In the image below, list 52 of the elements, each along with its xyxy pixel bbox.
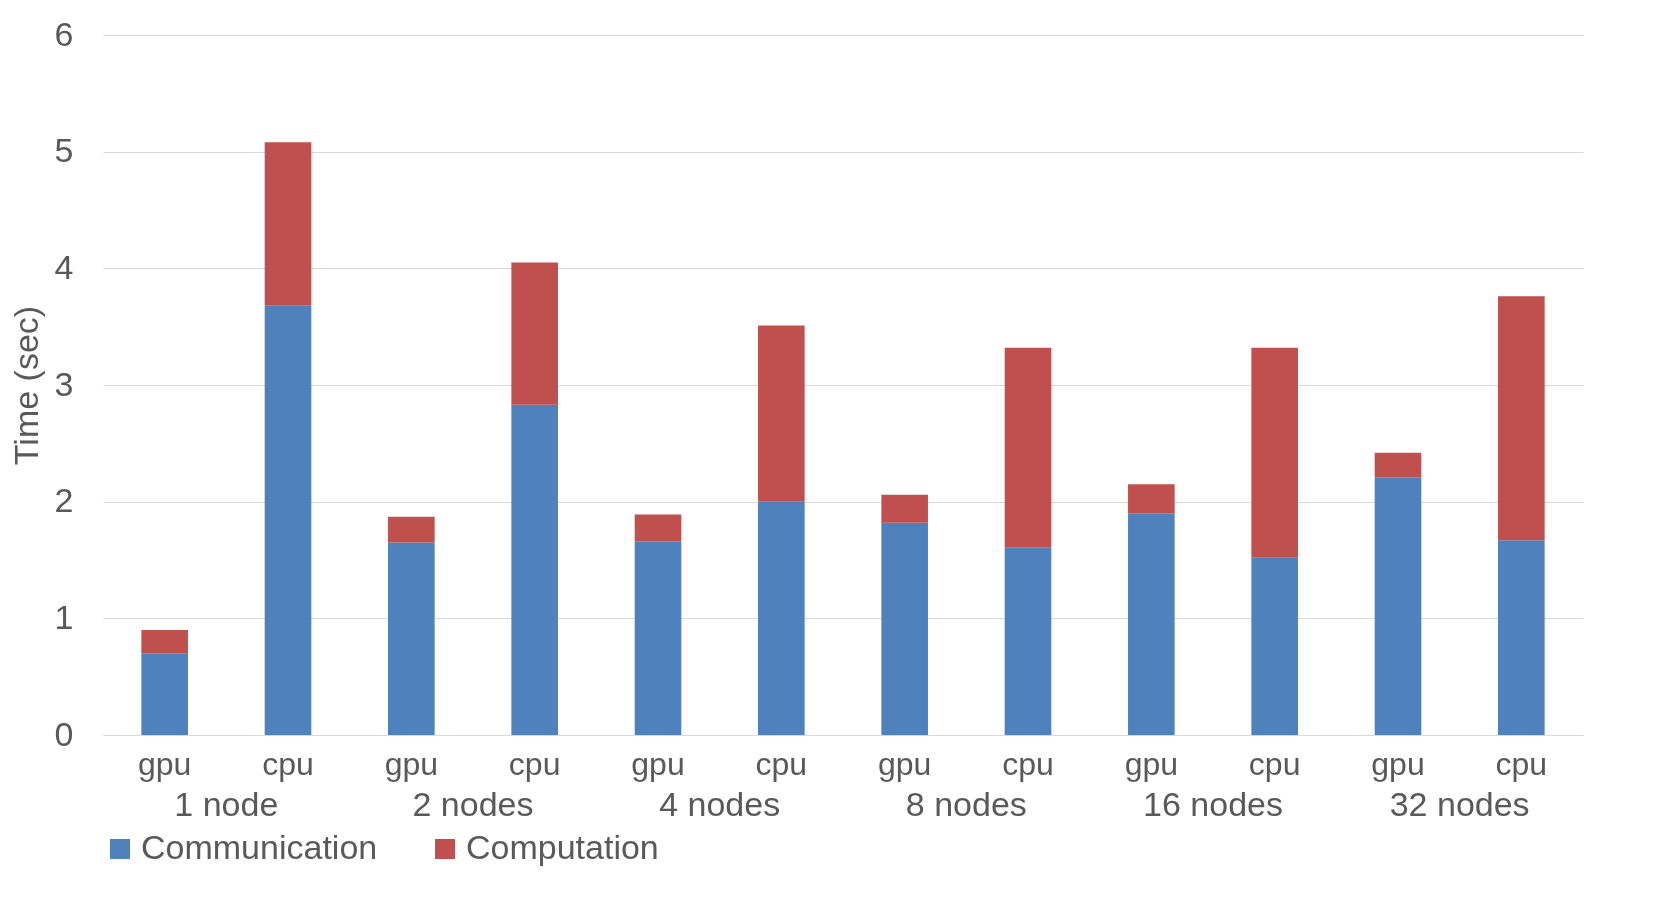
bar <box>1128 484 1175 514</box>
text: 32 nodes <box>1389 785 1530 823</box>
text: 8 nodes <box>905 785 1027 823</box>
x-tick-label: cpu <box>1248 745 1301 782</box>
y-tick-label: 4 <box>54 247 74 286</box>
x-tick-label: gpu <box>137 745 192 782</box>
bar <box>264 142 312 306</box>
text: 2 nodes <box>412 785 534 823</box>
x-tick-label: gpu <box>631 745 685 782</box>
bar <box>1498 540 1545 735</box>
y-tick-label: 6 <box>54 14 74 53</box>
x-tick-label: cpu <box>1002 745 1054 782</box>
x-tick-label: gpu <box>877 745 932 782</box>
bar <box>388 516 435 543</box>
y-tick-label: 3 <box>54 364 74 403</box>
legend-label: Computation <box>466 828 659 866</box>
bar <box>141 653 188 735</box>
x-tick-label: gpu <box>384 745 439 782</box>
bar <box>634 514 682 542</box>
y-axis-title: Time (sec) <box>6 305 45 466</box>
y-tick-label: 5 <box>54 131 74 170</box>
x-tick-label: cpu <box>508 745 561 782</box>
bar <box>758 501 805 735</box>
bar <box>1374 452 1422 478</box>
x-tick-label: cpu <box>1495 745 1548 782</box>
bar <box>1251 347 1298 558</box>
bar <box>141 630 188 654</box>
bar <box>1004 547 1052 735</box>
y-tick-label: 2 <box>54 481 74 520</box>
legend-label: Communication <box>141 828 378 866</box>
text: 4 nodes <box>659 785 781 823</box>
bar <box>1498 296 1545 541</box>
bar <box>264 305 312 735</box>
bar <box>388 542 435 735</box>
bar <box>511 262 558 405</box>
bar <box>634 541 682 735</box>
x-tick-label: cpu <box>262 745 314 782</box>
text: 1 node <box>174 785 279 823</box>
y-tick-label: 1 <box>54 597 74 636</box>
bar <box>758 325 805 502</box>
text: 16 nodes <box>1143 785 1283 823</box>
bar <box>881 494 928 523</box>
y-tick-label: 0 <box>54 714 74 753</box>
bar <box>1251 557 1298 735</box>
bar <box>1004 347 1052 548</box>
bar <box>1374 477 1422 735</box>
bar <box>881 522 928 735</box>
x-tick-label: cpu <box>755 745 808 782</box>
bar <box>511 404 558 735</box>
x-tick-label: gpu <box>1371 745 1425 782</box>
bar <box>1128 513 1175 735</box>
x-tick-label: gpu <box>1124 745 1179 782</box>
